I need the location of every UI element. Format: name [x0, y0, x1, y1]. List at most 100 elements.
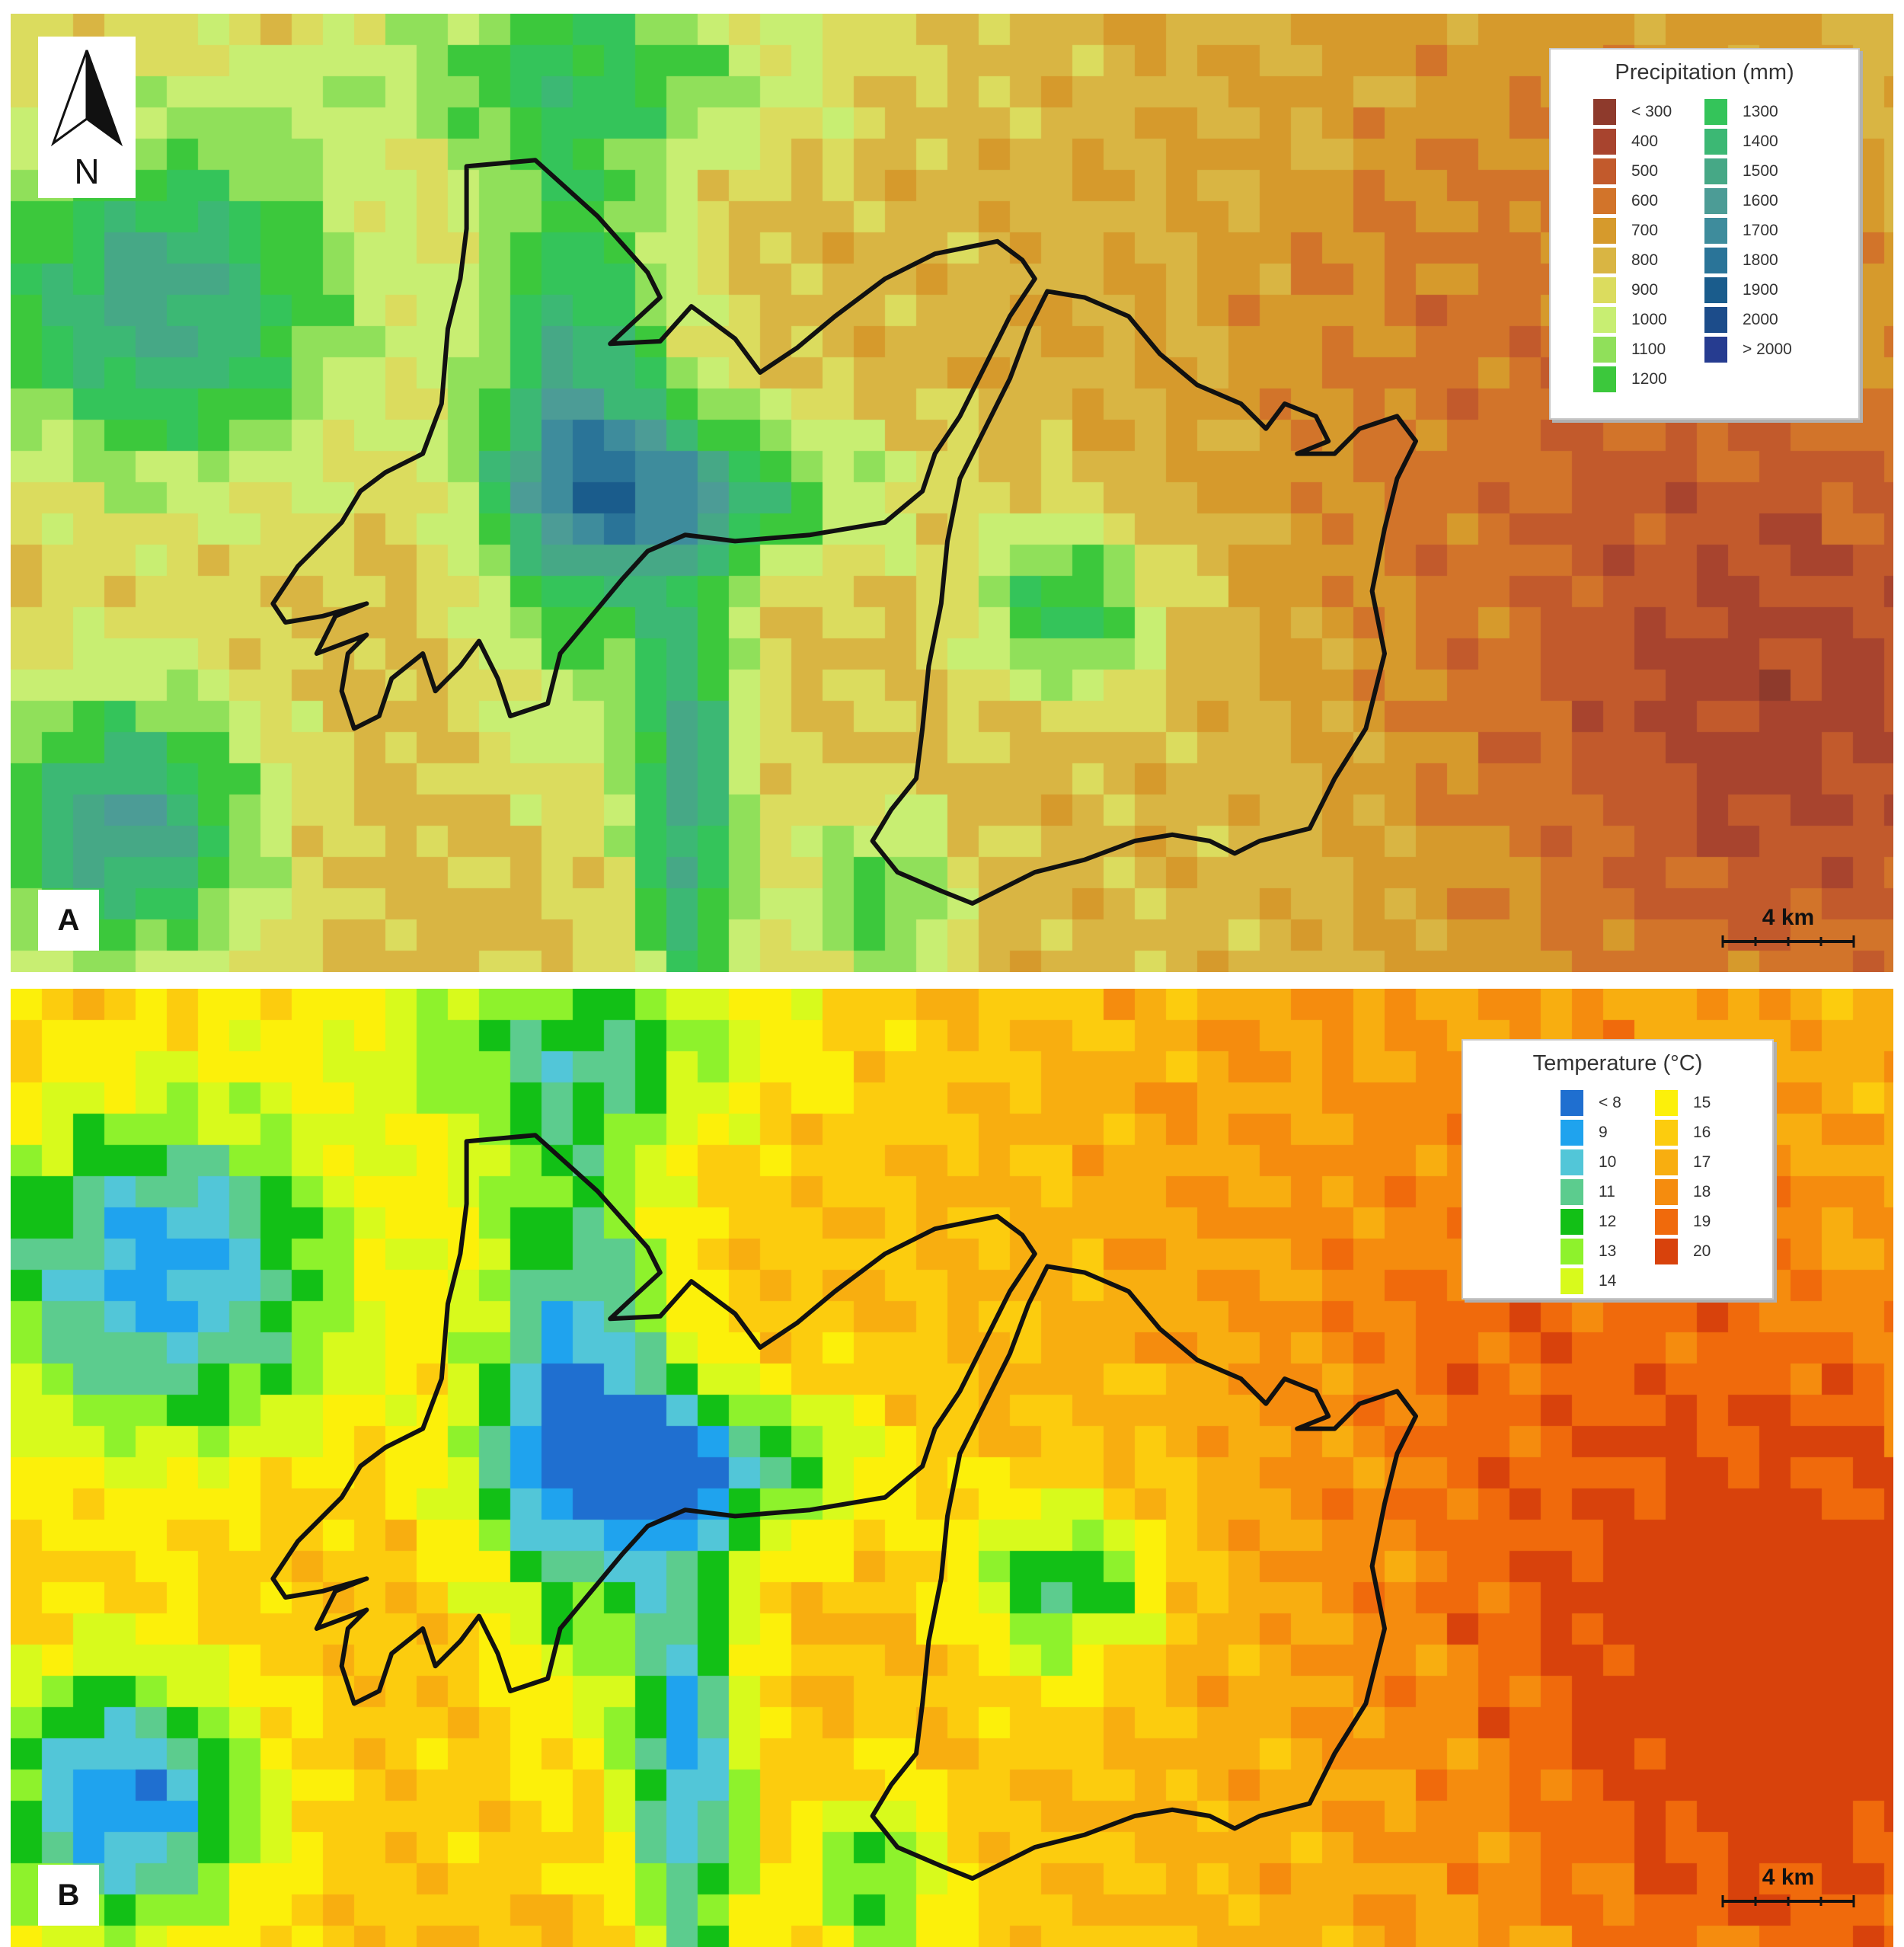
scale-bar-icon	[1721, 935, 1855, 948]
panel-label: A	[38, 890, 99, 951]
legend-label: 1700	[1743, 221, 1778, 239]
legend-label: 1500	[1743, 161, 1778, 180]
legend-swatch	[1704, 336, 1727, 363]
legend-label: 17	[1693, 1153, 1711, 1171]
watershed-outline	[270, 158, 1418, 906]
north-arrow-label: N	[74, 152, 100, 191]
legend-label: 18	[1693, 1182, 1711, 1200]
legend-swatch	[1655, 1149, 1678, 1175]
legend-label: 15	[1693, 1093, 1711, 1111]
legend-label: < 8	[1599, 1093, 1621, 1111]
legend-swatch	[1561, 1238, 1583, 1264]
north-arrow-icon	[50, 50, 123, 147]
legend-item: 17	[1655, 1147, 1711, 1177]
legend-item: < 300	[1593, 97, 1672, 126]
legend-item: 1100	[1593, 334, 1672, 364]
legend-swatch	[1593, 98, 1616, 125]
legend-swatch	[1561, 1119, 1583, 1146]
legend-swatch	[1655, 1119, 1678, 1146]
legend-item: 1900	[1704, 275, 1792, 305]
legend-item: > 2000	[1704, 334, 1792, 364]
legend-column-right: 1300 1400 1500 1600 1700 1800 1900 2000 > 2000	[1704, 97, 1792, 364]
legend-item: 800	[1593, 245, 1672, 275]
legend-label: 11	[1599, 1182, 1615, 1200]
legend-swatch	[1561, 1089, 1583, 1116]
precipitation-legend: Precipitation (mm) < 300 400 500 600 700 800 9…	[1549, 48, 1860, 420]
scale-bar: 4 km	[1720, 905, 1857, 951]
legend-label: 400	[1631, 132, 1659, 150]
legend-label: 1600	[1743, 191, 1778, 209]
legend-item: 900	[1593, 275, 1672, 305]
legend-swatch	[1593, 306, 1616, 333]
legend-swatch	[1593, 187, 1616, 214]
legend-label: 2000	[1743, 310, 1778, 328]
legend-item: 2000	[1704, 305, 1792, 334]
legend-swatch	[1593, 128, 1616, 155]
watershed-outline	[270, 1133, 1418, 1881]
scale-bar: 4 km	[1720, 1865, 1857, 1910]
legend-label: 1000	[1631, 310, 1667, 328]
legend-item: 1500	[1704, 156, 1792, 186]
legend-item: 20	[1655, 1236, 1711, 1266]
legend-label: 800	[1631, 251, 1659, 269]
legend-swatch	[1561, 1178, 1583, 1205]
legend-swatch	[1593, 366, 1616, 392]
legend-swatch	[1655, 1238, 1678, 1264]
west-catchment-boundary	[270, 1133, 1037, 1706]
legend-swatch	[1655, 1178, 1678, 1205]
legend-item: 1600	[1704, 186, 1792, 216]
legend-item: 11	[1561, 1177, 1621, 1207]
legend-label: 1100	[1631, 340, 1666, 358]
scale-bar-icon	[1721, 1895, 1855, 1907]
legend-label: 1900	[1743, 280, 1778, 299]
legend-swatch	[1561, 1149, 1583, 1175]
legend-item: 1300	[1704, 97, 1792, 126]
legend-swatch	[1704, 247, 1727, 273]
scale-label: 4 km	[1762, 905, 1815, 930]
legend-item: < 8	[1561, 1088, 1621, 1117]
legend-swatch	[1704, 158, 1727, 184]
legend-title: Temperature (°C)	[1532, 1051, 1703, 1076]
temperature-map-panel: Temperature (°C) < 8 9 10 11 12 13 14 15 16 17 18…	[11, 989, 1893, 1947]
legend-item: 600	[1593, 186, 1672, 216]
legend-column-left: < 8 9 10 11 12 13 14	[1561, 1088, 1621, 1296]
legend-item: 500	[1593, 156, 1672, 186]
legend-item: 19	[1655, 1207, 1711, 1236]
legend-label: 20	[1693, 1242, 1711, 1260]
legend-swatch	[1704, 306, 1727, 333]
east-catchment-boundary	[870, 289, 1418, 906]
legend-label: 1200	[1631, 369, 1667, 388]
temperature-legend: Temperature (°C) < 8 9 10 11 12 13 14 15 16 17 18…	[1462, 1039, 1774, 1300]
legend-label: 14	[1599, 1271, 1617, 1290]
legend-item: 1800	[1704, 245, 1792, 275]
legend-swatch	[1704, 217, 1727, 244]
legend-swatch	[1704, 277, 1727, 303]
legend-item: 12	[1561, 1207, 1621, 1236]
legend-item: 1200	[1593, 364, 1672, 394]
legend-label: 1300	[1743, 102, 1778, 120]
legend-swatch	[1704, 187, 1727, 214]
scale-label: 4 km	[1762, 1865, 1815, 1890]
legend-label: 900	[1631, 280, 1659, 299]
legend-swatch	[1593, 158, 1616, 184]
legend-item: 400	[1593, 126, 1672, 156]
legend-swatch	[1593, 247, 1616, 273]
legend-swatch	[1655, 1089, 1678, 1116]
panel-label: B	[38, 1865, 99, 1926]
legend-item: 16	[1655, 1117, 1711, 1147]
north-arrow: N	[38, 37, 136, 198]
legend-column-right: 15 16 17 18 19 20	[1655, 1088, 1711, 1266]
legend-swatch	[1593, 217, 1616, 244]
legend-item: 700	[1593, 216, 1672, 245]
legend-item: 18	[1655, 1177, 1711, 1207]
legend-item: 15	[1655, 1088, 1711, 1117]
legend-label: 500	[1631, 161, 1659, 180]
legend-item: 14	[1561, 1266, 1621, 1296]
legend-label: 10	[1599, 1153, 1617, 1171]
legend-swatch	[1655, 1208, 1678, 1235]
legend-label: < 300	[1631, 102, 1672, 120]
legend-label: 700	[1631, 221, 1659, 239]
legend-item: 1000	[1593, 305, 1672, 334]
legend-title: Precipitation (mm)	[1615, 60, 1794, 85]
legend-label: 13	[1599, 1242, 1617, 1260]
